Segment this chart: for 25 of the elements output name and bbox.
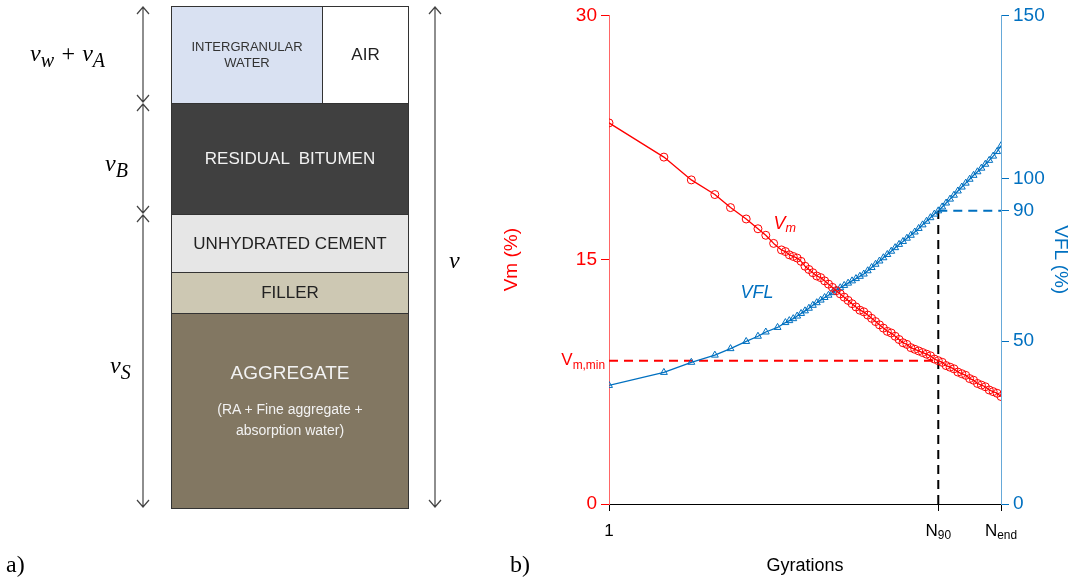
text: v bbox=[449, 247, 460, 274]
text: v$_{S}$ bbox=[110, 352, 131, 384]
y2-tick-label: 0 bbox=[1013, 492, 1024, 514]
layer-box: FILLER bbox=[171, 272, 409, 314]
layer-box: AGGREGATE (RA + Fine aggregate + absorption water) bbox=[171, 313, 409, 509]
y2-tick-label: 100 bbox=[1013, 166, 1045, 188]
text: v$_{w}$ + v$_{A}$ bbox=[30, 40, 106, 72]
text: b) bbox=[510, 551, 530, 578]
layer-box: RESIDUAL BITUMEN bbox=[171, 103, 409, 215]
x-axis-title: Gyrations bbox=[766, 555, 844, 576]
y2-tick-label: 50 bbox=[1013, 329, 1035, 351]
y-tick-label: 15 bbox=[575, 247, 597, 269]
x-tick-label: 1 bbox=[604, 520, 614, 540]
series-label: VFL bbox=[740, 281, 774, 302]
y-tick-label: 0 bbox=[586, 492, 597, 514]
y2-tick-label: 90 bbox=[1013, 199, 1035, 221]
text: v$_{B}$ bbox=[105, 150, 128, 182]
y2-axis-title: VFL (%) bbox=[1051, 225, 1072, 295]
layer-box: AIR bbox=[322, 6, 409, 104]
y2-tick-label: 150 bbox=[1013, 3, 1045, 25]
y-tick-label: 30 bbox=[575, 3, 597, 25]
y-axis-title: Vm (%) bbox=[499, 228, 521, 292]
layer-box: INTERGRANULAR WATER bbox=[171, 6, 323, 104]
layer-box: UNHYDRATED CEMENT bbox=[171, 214, 409, 273]
text: a) bbox=[6, 551, 25, 578]
